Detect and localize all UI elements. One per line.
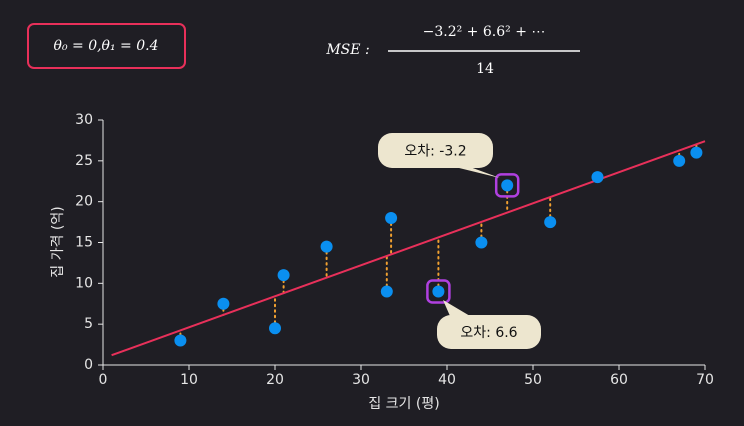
highlight-box: [426, 279, 451, 304]
point: [380, 285, 393, 298]
y-axis-label: 집 가격 (억): [50, 206, 66, 277]
x-tick-label: 60: [610, 372, 628, 388]
fit-line: [111, 140, 706, 357]
point: [217, 297, 230, 310]
y-tick-label: 5: [84, 316, 93, 332]
point: [690, 146, 703, 159]
y-tick-label: 25: [75, 153, 93, 169]
y-tick-label: 15: [75, 235, 93, 251]
callout-text: 오차: 6.6: [460, 325, 517, 341]
x-tick-label: 30: [352, 372, 370, 388]
x-tick-label: 70: [696, 372, 714, 388]
y-tick-label: 20: [75, 194, 93, 210]
point: [501, 179, 514, 192]
point: [385, 212, 398, 224]
x-tick-label: 0: [99, 372, 108, 388]
point: [432, 285, 445, 298]
y-tick-label: 0: [84, 357, 93, 373]
x-axis-label: 집 크기 (평): [368, 396, 439, 412]
callout: [437, 315, 541, 349]
point: [320, 240, 333, 253]
x-tick-label: 50: [524, 372, 542, 388]
mse-denominator: 14: [476, 61, 494, 77]
point: [269, 322, 281, 335]
point: [544, 216, 557, 229]
point: [277, 269, 290, 282]
callout: [378, 133, 493, 168]
mse-label: MSE :: [325, 42, 369, 58]
point: [475, 236, 488, 249]
x-tick-label: 40: [438, 372, 456, 388]
y-tick-label: 10: [75, 275, 93, 291]
params-label: θ₀ = 0,θ₁ = 0.4: [54, 38, 159, 54]
x-tick-label: 20: [266, 372, 284, 388]
mse-numerator: −3.2² + 6.6² + ⋯: [423, 24, 546, 40]
y-tick-label: 30: [75, 112, 93, 128]
x-tick-label: 10: [180, 372, 198, 388]
point: [591, 171, 604, 184]
point: [174, 334, 187, 347]
callout-tail: [455, 167, 500, 178]
callout-text: 오차: -3.2: [404, 144, 466, 160]
point: [673, 154, 686, 167]
callout-tail: [443, 300, 470, 316]
params-box: [27, 23, 186, 69]
highlight-box: [494, 173, 520, 198]
